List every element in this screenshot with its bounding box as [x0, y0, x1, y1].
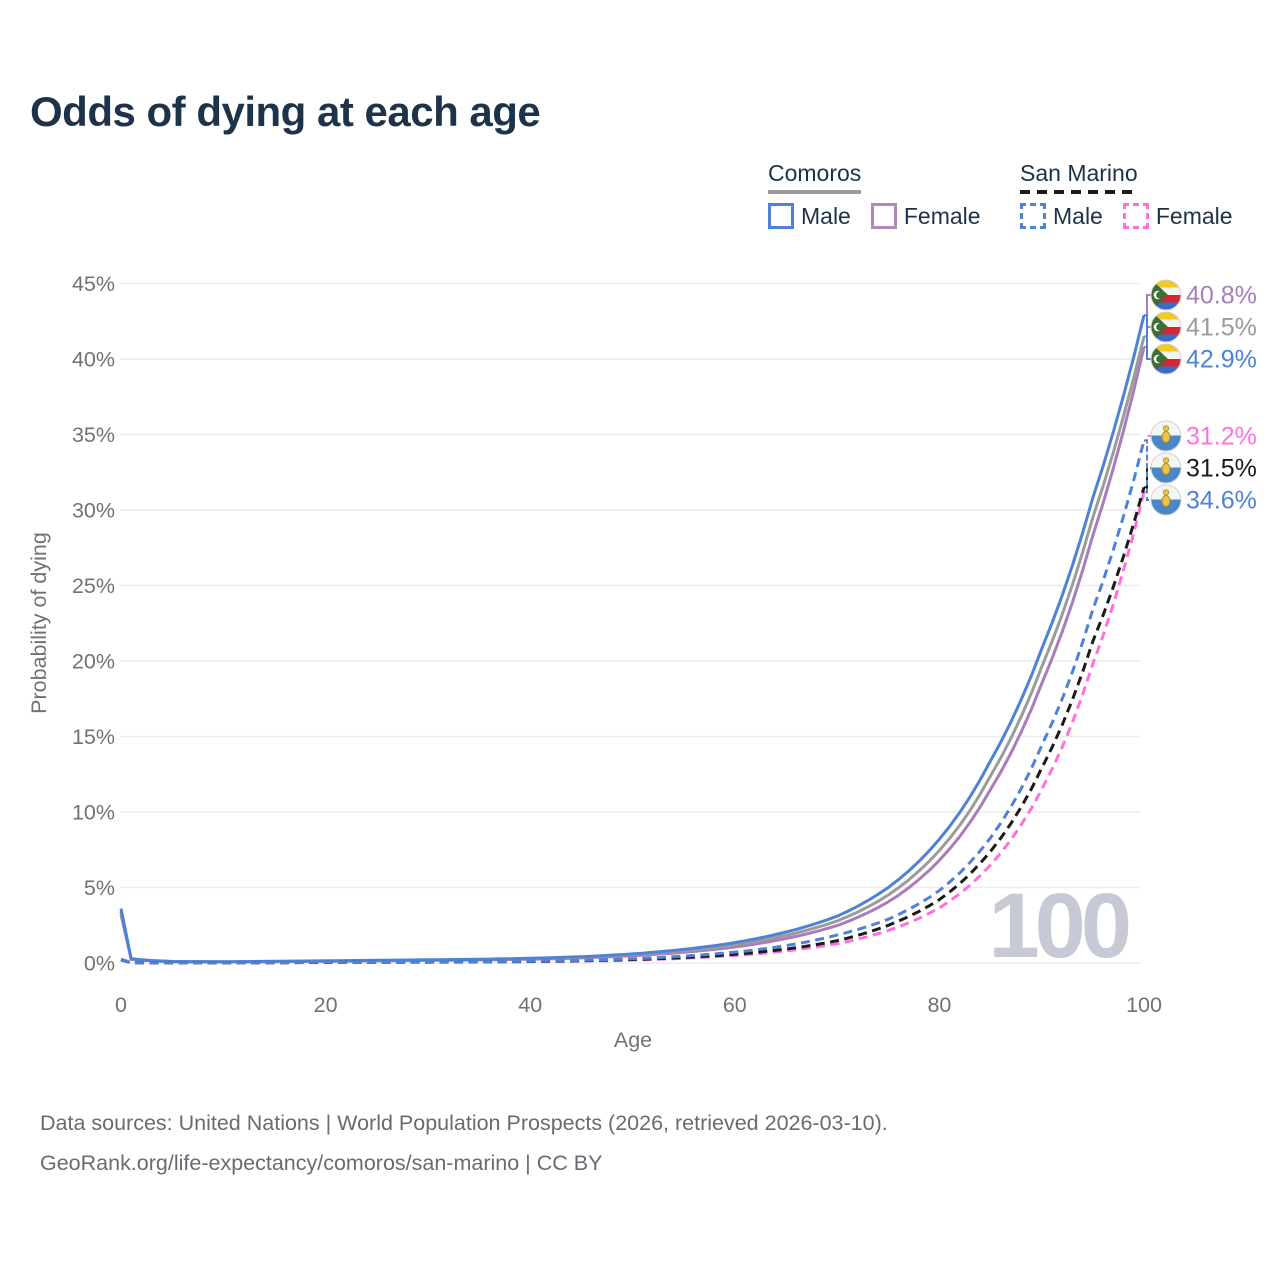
- watermark-age-label: 100: [989, 875, 1129, 977]
- y-tick-label: 35%: [72, 423, 115, 447]
- end-value-label-san-marino-female: 31.2%: [1186, 423, 1257, 451]
- leader-line-comoros-male: [1144, 314, 1152, 360]
- y-tick-label: 10%: [72, 801, 115, 825]
- leader-line-san-marino-male: [1144, 439, 1152, 501]
- x-tick-label: 20: [314, 993, 338, 1017]
- legend-item-label: Male: [801, 202, 851, 229]
- san-marino-male-swatch-icon: [1020, 203, 1046, 230]
- series-curves: 40.8% 41.5% 42.9% 31.2% 31.5% 34.6%: [119, 279, 1257, 965]
- attribution-line: GeoRank.org/life-expectancy/comoros/san-…: [40, 1150, 603, 1175]
- end-value-label-san-marino-male: 34.6%: [1186, 487, 1257, 515]
- x-tick-label: 0: [115, 993, 127, 1017]
- legend-item-comoros-female[interactable]: Female: [870, 202, 981, 230]
- legend-item-label: Male: [1053, 202, 1103, 229]
- y-tick-label: 20%: [72, 650, 115, 674]
- comoros-flag-icon: [1151, 344, 1181, 374]
- san-marino-flag-icon: [1151, 421, 1181, 451]
- legend-item-comoros-male[interactable]: Male: [768, 203, 851, 230]
- comoros-male-swatch-icon: [768, 203, 794, 230]
- y-tick-label: 45%: [72, 272, 115, 296]
- comoros-female-swatch-icon: [870, 203, 897, 230]
- series-line-comoros-female: [119, 346, 1146, 964]
- x-tick-label: 60: [723, 993, 747, 1017]
- comoros-line-style-swatch: [768, 189, 861, 194]
- y-tick-label: 5%: [84, 876, 115, 900]
- comoros-flag-icon: [1151, 280, 1181, 310]
- series-line-comoros-male: [119, 314, 1146, 964]
- leader-line-san-marino-combined: [1144, 467, 1152, 489]
- y-tick-label: 30%: [72, 499, 115, 523]
- end-value-label-comoros-male: 42.9%: [1186, 346, 1257, 374]
- legend-item-label: Female: [903, 202, 981, 229]
- series-line-san-marino-male: [120, 440, 1146, 965]
- legend-item-san-marino-male[interactable]: Male: [1020, 203, 1103, 230]
- end-value-label-comoros-female: 40.8%: [1186, 282, 1257, 310]
- y-tick-label: 0%: [84, 952, 115, 976]
- legend-country-san-marino: San Marino: [1020, 160, 1138, 186]
- series-line-comoros-combined: [119, 336, 1146, 964]
- legend-group-comoros: Comoros Male Female: [768, 160, 981, 230]
- x-tick-label: 40: [518, 993, 542, 1017]
- legend-group-san-marino: San Marino Male Female: [1020, 160, 1233, 230]
- y-tick-label: 15%: [72, 725, 115, 749]
- y-axis-title: Probability of dying: [27, 532, 51, 714]
- x-tick-label: 100: [1126, 993, 1162, 1017]
- san-marino-flag-icon: [1151, 485, 1181, 515]
- san-marino-flag-icon: [1151, 453, 1181, 483]
- comoros-flag-icon: [1151, 312, 1181, 342]
- x-tick-label: 80: [927, 993, 951, 1017]
- legend-item-san-marino-female[interactable]: Female: [1122, 202, 1233, 230]
- page-title: Odds of dying at each age: [30, 88, 541, 135]
- x-axis-title: Age: [614, 1028, 652, 1052]
- footer: Data sources: United Nations | World Pop…: [40, 1104, 888, 1184]
- grid-and-ticks: 0% 5% 10% 15% 20% 25% 30% 35% 40% 45% 0 20 40 60 80 100: [72, 272, 1162, 1017]
- san-marino-line-style-swatch: [1020, 189, 1138, 194]
- end-value-label-comoros-combined: 41.5%: [1186, 314, 1257, 342]
- y-tick-label: 25%: [72, 574, 115, 598]
- leader-line-san-marino-female: [1144, 435, 1152, 493]
- legend-item-label: Female: [1155, 202, 1233, 229]
- legend-country-comoros: Comoros: [768, 160, 862, 186]
- data-sources-line: Data sources: United Nations | World Pop…: [40, 1111, 888, 1135]
- san-marino-female-swatch-icon: [1122, 203, 1149, 230]
- end-value-label-san-marino-combined: 31.5%: [1186, 455, 1257, 483]
- y-tick-label: 40%: [72, 348, 115, 372]
